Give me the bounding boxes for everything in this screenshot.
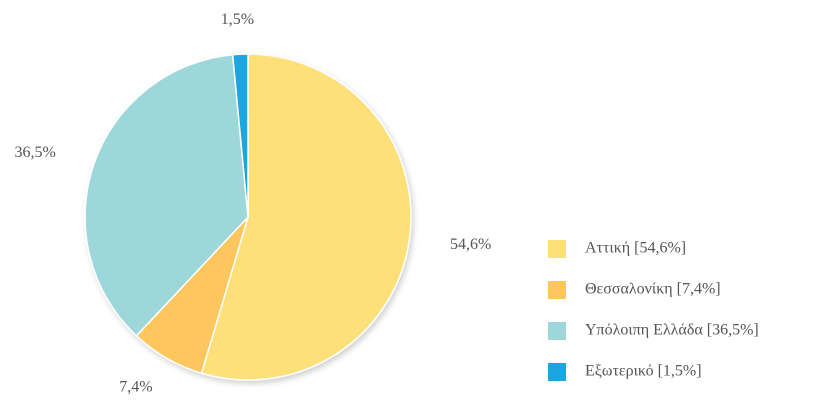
- slice-label: 7,4%: [119, 378, 152, 395]
- pie: [84, 53, 412, 381]
- legend-label: Αττική [54,6%]: [585, 240, 686, 257]
- legend-swatch: [548, 281, 566, 299]
- slice-label: 1,5%: [221, 11, 254, 28]
- legend-label: Θεσσαλονίκη [7,4%]: [585, 281, 721, 298]
- pie-slice: [231, 53, 249, 218]
- legend-label: Υπόλοιπη Ελλάδα [36,5%]: [585, 322, 759, 339]
- legend-label: Εξωτερικό [1,5%]: [585, 363, 702, 380]
- slice-label: 54,6%: [450, 236, 491, 253]
- slice-label: 36,5%: [14, 144, 55, 161]
- pie-slice: [84, 53, 249, 337]
- legend-swatch: [548, 322, 566, 340]
- legend-swatch: [548, 363, 566, 381]
- legend-swatch: [548, 240, 566, 258]
- pie-slice: [200, 53, 412, 381]
